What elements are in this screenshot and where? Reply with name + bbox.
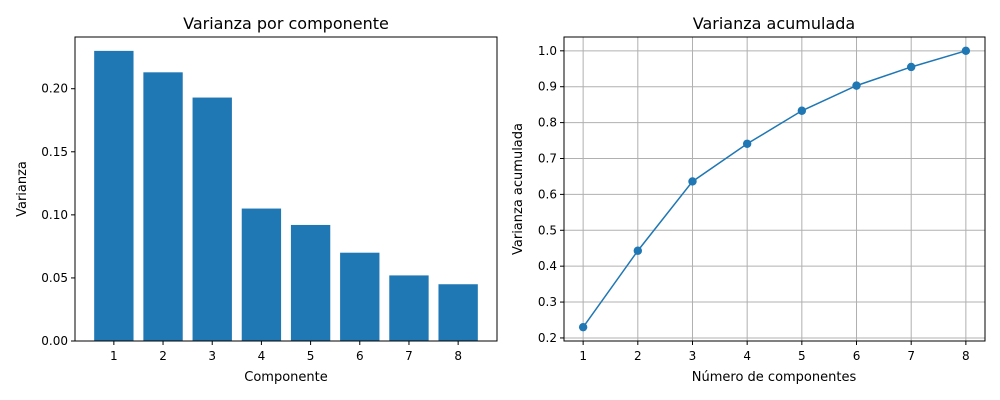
line-chart-title: Varianza acumulada xyxy=(693,14,855,33)
line-chart-x-axis-label: Número de componentes xyxy=(692,370,857,385)
bar-chart-axes-frame xyxy=(74,36,498,342)
bar-chart-x-tick-label: 1 xyxy=(110,349,118,363)
cumulative-variance-line-chart: Varianza acumulada 1 2 3 4 5 6 7 8 0.2 0.3 0.4 0.5… xyxy=(511,14,986,385)
bar-chart-x-tick-label: 2 xyxy=(159,349,167,363)
bar-chart-y-tick-label: 0.20 xyxy=(41,82,68,96)
bar-chart-x-tick-label: 4 xyxy=(258,349,266,363)
line-chart-series-line xyxy=(582,50,967,328)
bar-chart-y-tick-label: 0.10 xyxy=(41,208,68,222)
line-chart-y-tick-label: 0.8 xyxy=(538,116,557,130)
bar-chart-x-ticks: 1 2 3 4 5 6 7 8 xyxy=(110,341,462,363)
bar-3 xyxy=(192,97,232,341)
line-chart-x-tick-label: 8 xyxy=(962,349,970,363)
line-chart-y-axis-label: Varianza acumulada xyxy=(511,123,526,255)
bar-chart-y-tick-label: 0.15 xyxy=(41,145,68,159)
bar-chart-title: Varianza por componente xyxy=(183,14,389,33)
line-chart-point-7 xyxy=(906,62,916,72)
line-chart-y-tick-label: 0.3 xyxy=(538,295,557,309)
bar-chart-x-tick-label: 7 xyxy=(405,349,413,363)
bar-chart-x-tick-label: 3 xyxy=(208,349,216,363)
bar-chart-x-axis-label: Componente xyxy=(244,370,327,385)
line-chart-point-6 xyxy=(852,81,861,90)
bar-chart-y-ticks: 0.00 0.05 0.10 0.15 0.20 xyxy=(41,82,75,348)
line-chart-point-3 xyxy=(688,177,697,186)
bar-chart-y-axis-label: Varianza xyxy=(15,161,30,217)
bar-chart-x-tick-label: 5 xyxy=(307,349,315,363)
bar-chart-y-tick-label: 0.05 xyxy=(41,271,68,285)
line-chart-y-tick-label: 0.5 xyxy=(538,223,557,237)
line-chart-axes-frame xyxy=(563,36,986,342)
bar-1 xyxy=(94,50,134,341)
bar-chart-x-tick-label: 6 xyxy=(356,349,364,363)
line-chart-x-ticks: 1 2 3 4 5 6 7 8 xyxy=(579,341,970,363)
line-chart-point-5 xyxy=(797,106,807,115)
line-chart-y-tick-label: 1.0 xyxy=(538,44,557,58)
bar-5 xyxy=(290,224,331,341)
line-chart-point-8 xyxy=(961,46,971,56)
line-chart-point-2 xyxy=(633,246,643,255)
line-chart-y-tick-label: 0.7 xyxy=(538,151,557,165)
line-chart-x-tick-label: 3 xyxy=(689,349,697,363)
line-chart-y-tick-label: 0.2 xyxy=(538,331,557,345)
bar-2 xyxy=(143,72,183,341)
line-chart-y-tick-label: 0.4 xyxy=(538,259,557,273)
bar-4 xyxy=(241,208,282,341)
line-chart-x-tick-label: 2 xyxy=(634,349,642,363)
line-chart-y-tick-label: 0.6 xyxy=(538,187,557,201)
line-chart-point-4 xyxy=(742,139,752,148)
bar-chart-x-tick-label: 8 xyxy=(454,349,462,363)
line-chart-x-tick-label: 6 xyxy=(853,349,861,363)
line-chart-y-ticks: 0.2 0.3 0.4 0.5 0.6 0.7 0.8 0.9 1.0 xyxy=(538,44,564,345)
line-chart-series xyxy=(578,46,971,332)
line-chart-x-tick-label: 5 xyxy=(798,349,806,363)
line-chart-x-tick-label: 4 xyxy=(743,349,751,363)
bar-chart-bars xyxy=(94,50,478,341)
bar-7 xyxy=(389,275,429,341)
line-chart-x-tick-label: 1 xyxy=(579,349,587,363)
line-chart-x-tick-label: 7 xyxy=(907,349,915,363)
bar-6 xyxy=(340,252,380,341)
bar-8 xyxy=(438,284,478,341)
line-chart-y-tick-label: 0.9 xyxy=(538,80,557,94)
line-chart-point-1 xyxy=(578,322,588,332)
bar-chart-y-tick-label: 0.00 xyxy=(41,334,68,348)
